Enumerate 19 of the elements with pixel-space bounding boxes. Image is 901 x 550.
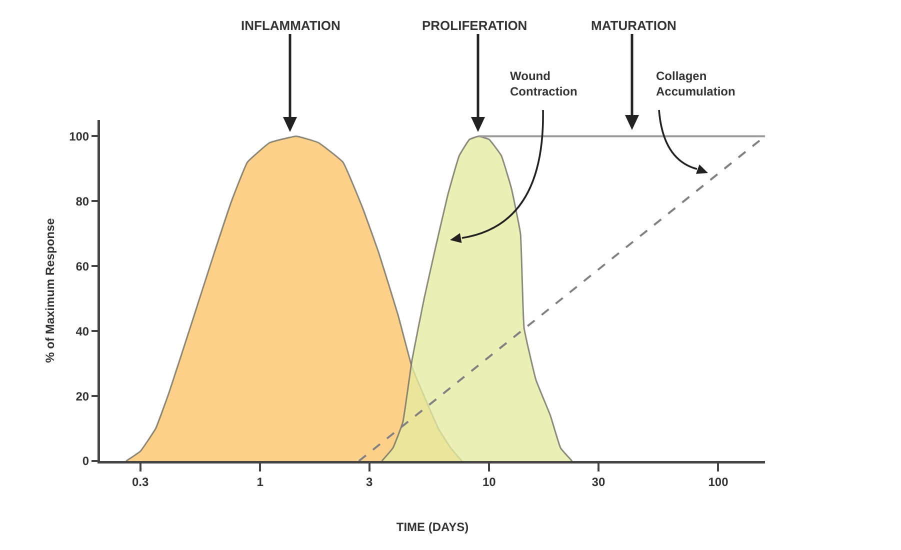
text: MATURATION <box>591 18 676 33</box>
x-tick-label: 1 <box>256 474 264 489</box>
x-tick-label: 3 <box>366 474 374 489</box>
y-tick-label: 40 <box>76 324 90 338</box>
text: INFLAMMATION <box>241 18 340 33</box>
y-tick-label: 20 <box>76 389 90 404</box>
text: Collagen Accumulation <box>656 69 736 99</box>
y-tick-label: 80 <box>76 194 90 208</box>
x-tick-label: 10 <box>482 474 496 489</box>
x-tick-label: 100 <box>708 474 729 489</box>
text: PROLIFERATION <box>422 18 528 33</box>
y-axis-title: % of Maximum Response <box>43 218 58 363</box>
y-tick-label: 0 <box>82 454 90 468</box>
y-tick-label: 60 <box>76 259 90 274</box>
x-axis-title: TIME (DAYS) <box>396 520 469 534</box>
y-tick-label: 100 <box>69 129 90 144</box>
text: Wound Contraction <box>510 69 578 99</box>
x-tick-label: 30 <box>592 474 606 489</box>
x-tick-label: 0.3 <box>132 474 150 489</box>
